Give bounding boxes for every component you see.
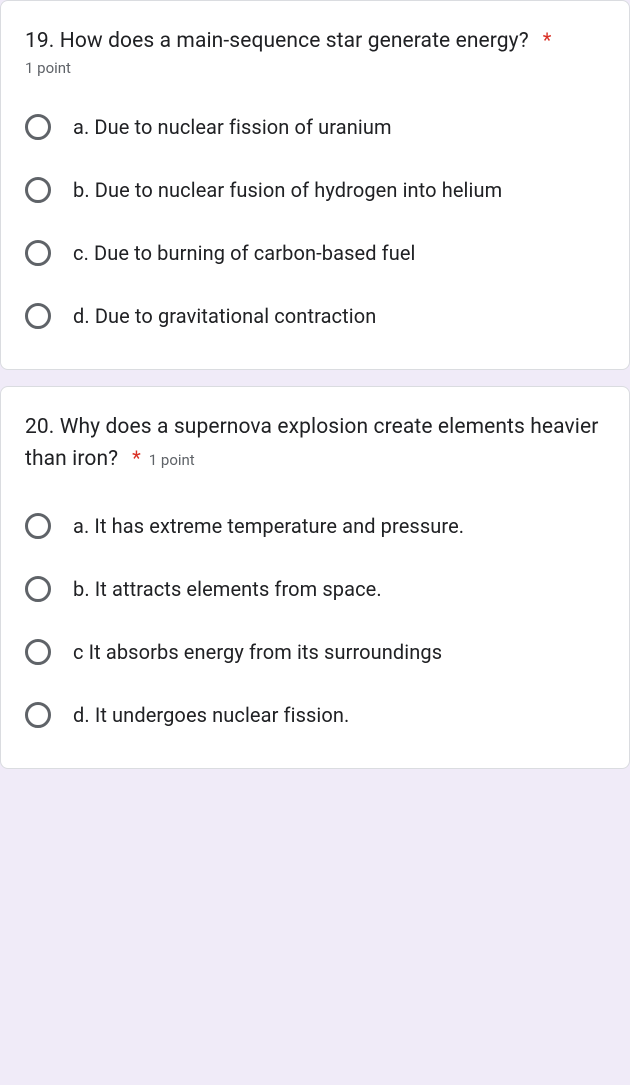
option-label: d. It undergoes nuclear fission. bbox=[73, 701, 349, 730]
question-text: 19. How does a main-sequence star genera… bbox=[25, 29, 529, 53]
question-card: 20. Why does a supernova explosion creat… bbox=[0, 386, 630, 769]
radio-icon[interactable] bbox=[25, 702, 51, 728]
option-b[interactable]: b. Due to nuclear fusion of hydrogen int… bbox=[25, 176, 605, 205]
option-label: c It absorbs energy from its surrounding… bbox=[73, 638, 442, 667]
radio-icon[interactable] bbox=[25, 240, 51, 266]
radio-icon[interactable] bbox=[25, 114, 51, 140]
option-a[interactable]: a. It has extreme temperature and pressu… bbox=[25, 512, 605, 541]
question-text: 20. Why does a supernova explosion creat… bbox=[25, 415, 598, 472]
radio-icon[interactable] bbox=[25, 639, 51, 665]
question-header-text: 19. How does a main-sequence star genera… bbox=[25, 25, 605, 77]
option-b[interactable]: b. It attracts elements from space. bbox=[25, 575, 605, 604]
option-a[interactable]: a. Due to nuclear fission of uranium bbox=[25, 113, 605, 142]
question-header: 19. How does a main-sequence star genera… bbox=[25, 25, 605, 77]
option-label: b. It attracts elements from space. bbox=[73, 575, 382, 604]
points-label: 1 point bbox=[149, 451, 195, 469]
option-d[interactable]: d. Due to gravitational contraction bbox=[25, 302, 605, 331]
option-label: a. It has extreme temperature and pressu… bbox=[73, 512, 464, 541]
radio-icon[interactable] bbox=[25, 177, 51, 203]
question-card: 19. How does a main-sequence star genera… bbox=[0, 0, 630, 370]
radio-icon[interactable] bbox=[25, 513, 51, 539]
question-header: 20. Why does a supernova explosion creat… bbox=[25, 411, 605, 476]
required-star-icon: * bbox=[543, 28, 552, 52]
option-label: b. Due to nuclear fusion of hydrogen int… bbox=[73, 176, 502, 205]
option-label: c. Due to burning of carbon-based fuel bbox=[73, 239, 416, 268]
required-star-icon: * bbox=[132, 446, 141, 470]
option-d[interactable]: d. It undergoes nuclear fission. bbox=[25, 701, 605, 730]
option-c[interactable]: c It absorbs energy from its surrounding… bbox=[25, 638, 605, 667]
option-label: a. Due to nuclear fission of uranium bbox=[73, 113, 392, 142]
radio-icon[interactable] bbox=[25, 576, 51, 602]
option-c[interactable]: c. Due to burning of carbon-based fuel bbox=[25, 239, 605, 268]
radio-icon[interactable] bbox=[25, 303, 51, 329]
question-header-text: 20. Why does a supernova explosion creat… bbox=[25, 411, 605, 476]
points-label: 1 point bbox=[25, 59, 71, 77]
option-label: d. Due to gravitational contraction bbox=[73, 302, 376, 331]
